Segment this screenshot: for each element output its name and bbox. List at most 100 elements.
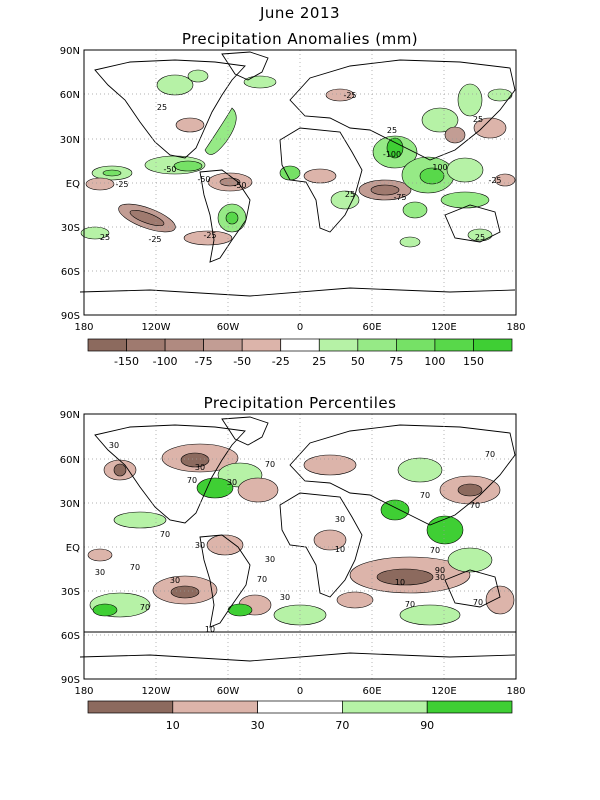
svg-text:70: 70: [187, 476, 197, 485]
svg-text:180: 180: [74, 686, 93, 697]
svg-text:180: 180: [506, 686, 525, 697]
svg-text:180: 180: [506, 322, 525, 333]
svg-text:70: 70: [405, 600, 415, 609]
anomalies-legend-label: -50: [233, 355, 251, 368]
svg-text:30: 30: [280, 593, 290, 602]
svg-text:70: 70: [485, 450, 495, 459]
svg-text:60E: 60E: [362, 686, 381, 697]
anomalies-legend-swatch: [203, 338, 243, 352]
percentiles-legend-swatch: [87, 700, 174, 714]
svg-text:60W: 60W: [217, 686, 240, 697]
lon-axis-labels: 180 120W 60W 0 60E 120E 180: [74, 686, 525, 697]
contour-label: 25: [345, 190, 355, 199]
svg-text:60E: 60E: [362, 322, 381, 333]
contour-labels: 25 -25 -50 -50 -50 -25 -25 25 25 -100 10…: [100, 91, 502, 244]
svg-text:120E: 120E: [431, 322, 456, 333]
svg-text:70: 70: [470, 501, 480, 510]
anomalies-legend-label: -150: [114, 355, 139, 368]
svg-text:60W: 60W: [217, 322, 240, 333]
svg-text:90: 90: [435, 566, 445, 575]
svg-text:30S: 30S: [61, 587, 80, 598]
contour-label: -25: [115, 180, 128, 189]
svg-text:30: 30: [435, 573, 445, 582]
svg-text:30: 30: [109, 441, 119, 450]
svg-text:10: 10: [395, 578, 405, 587]
percentiles-legend-swatch: [342, 700, 428, 714]
svg-text:30: 30: [95, 568, 105, 577]
grid-lines: [84, 414, 516, 679]
svg-text:30: 30: [335, 515, 345, 524]
contour-label: 25: [475, 233, 485, 242]
percentiles-map: 30 30 70 70 30 70 30 30 70 30 70 10 70 3…: [60, 410, 526, 732]
percentiles-title: Precipitation Percentiles: [203, 394, 397, 412]
svg-text:10: 10: [205, 625, 215, 634]
anomalies-legend-label: 25: [312, 355, 326, 368]
anomalies-legend-swatch: [280, 338, 320, 352]
svg-text:EQ: EQ: [66, 543, 80, 554]
svg-text:70: 70: [130, 563, 140, 572]
coastlines: [79, 416, 516, 662]
svg-text:90S: 90S: [61, 675, 80, 686]
svg-text:70: 70: [257, 575, 267, 584]
percentiles-legend-swatch: [257, 700, 343, 714]
svg-text:60S: 60S: [61, 267, 80, 278]
contour-label: 25: [473, 115, 483, 124]
lon-axis-labels: 180 120W 60W 0 60E 120E 180: [74, 322, 525, 333]
svg-text:60N: 60N: [60, 90, 80, 101]
contour-label: -75: [393, 193, 406, 202]
svg-text:60N: 60N: [60, 455, 80, 466]
anomalies-legend-label: 50: [351, 355, 365, 368]
svg-text:30: 30: [227, 478, 237, 487]
svg-text:70: 70: [160, 530, 170, 539]
anomalies-legend-swatch: [318, 338, 359, 352]
anomalies-legend-swatch: [473, 338, 513, 352]
contour-label: -25: [203, 231, 216, 240]
percentiles-legend-label: 30: [251, 719, 265, 732]
percentiles-legend-label: 90: [420, 719, 434, 732]
contour-label: 100: [432, 163, 447, 172]
svg-text:120W: 120W: [142, 686, 171, 697]
anomalies-map: 25 -25 -50 -50 -50 -25 -25 25 25 -100 10…: [60, 46, 526, 368]
svg-text:120E: 120E: [431, 686, 456, 697]
coastlines: [79, 51, 516, 297]
svg-text:90N: 90N: [60, 410, 80, 421]
contour-label: -50: [233, 181, 246, 190]
grid-lines: [84, 50, 516, 315]
contour-label: -50: [163, 165, 176, 174]
svg-text:90S: 90S: [61, 311, 80, 322]
svg-text:70: 70: [140, 603, 150, 612]
svg-text:30S: 30S: [61, 223, 80, 234]
svg-text:0: 0: [297, 322, 303, 333]
anomalies-legend-label: 150: [463, 355, 484, 368]
contour-labels: 30 30 70 70 30 70 30 30 70 30 70 10 70 3…: [95, 441, 495, 634]
map-frame: [83, 49, 517, 316]
contour-label: -50: [197, 175, 210, 184]
percentiles-legend-label: 70: [335, 719, 349, 732]
svg-text:70: 70: [265, 460, 275, 469]
svg-text:60S: 60S: [61, 631, 80, 642]
anomalies-legend-label: -100: [153, 355, 178, 368]
percentiles-legend-label: 10: [166, 719, 180, 732]
percentiles-legend-swatch: [426, 700, 513, 714]
anomalies-legend-label: 100: [424, 355, 445, 368]
anomalies-legend-swatch: [434, 338, 474, 352]
contour-label: -25: [488, 176, 501, 185]
anomalies-legend-swatch: [396, 338, 436, 352]
contour-label: 25: [387, 126, 397, 135]
anomaly-fills: [80, 69, 516, 248]
anomalies-legend-swatch: [87, 338, 127, 352]
anomalies-legend-swatch: [126, 338, 166, 352]
svg-text:30: 30: [170, 576, 180, 585]
svg-text:90N: 90N: [60, 46, 80, 57]
anomalies-legend: -150 -100 -75 -50 -25 25 50 75 100 150: [87, 338, 513, 368]
svg-text:70: 70: [420, 491, 430, 500]
anomalies-legend-label: -75: [195, 355, 213, 368]
anomalies-legend-label: 75: [389, 355, 403, 368]
percentiles-legend: 10 30 70 90: [87, 700, 513, 732]
lat-axis-labels: 90N 60N 30N EQ 30S 60S 90S: [60, 46, 80, 322]
anomalies-legend-swatch: [241, 338, 282, 352]
svg-text:30: 30: [195, 541, 205, 550]
svg-text:70: 70: [430, 546, 440, 555]
anomalies-title: Precipitation Anomalies (mm): [181, 30, 419, 48]
svg-text:EQ: EQ: [66, 179, 80, 190]
